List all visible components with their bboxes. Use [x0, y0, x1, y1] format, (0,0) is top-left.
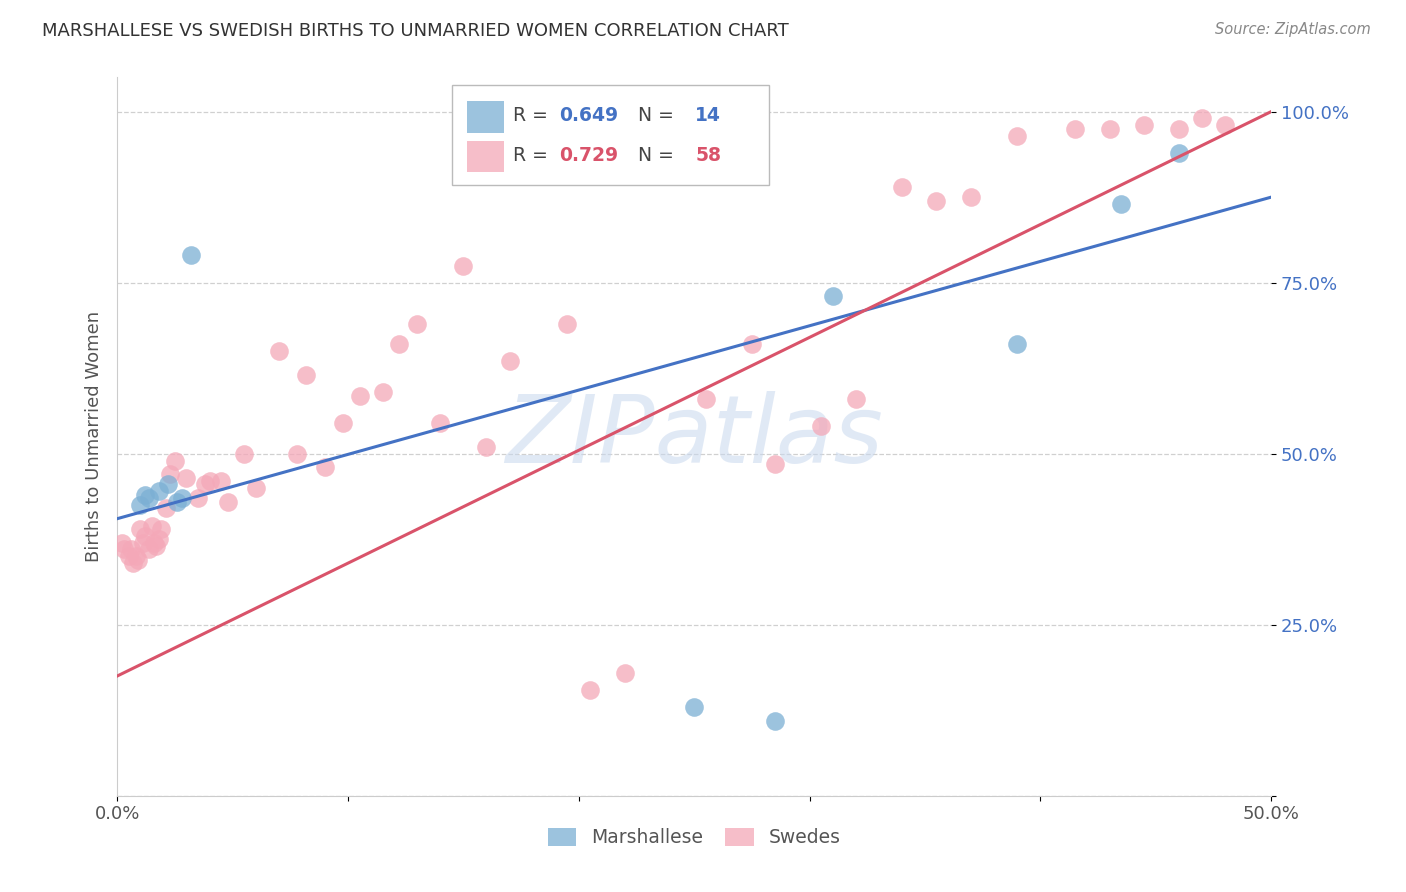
Marshallese [129, 498, 152, 512]
Swedes [194, 477, 217, 491]
Swedes [143, 535, 166, 549]
Text: 0.729: 0.729 [560, 145, 619, 164]
Marshallese [1005, 337, 1028, 351]
Swedes [163, 453, 186, 467]
Swedes [332, 416, 354, 430]
Marshallese [683, 699, 706, 714]
Swedes [845, 392, 868, 406]
Swedes [763, 457, 786, 471]
Swedes [314, 460, 336, 475]
Swedes [579, 682, 602, 697]
Marshallese [138, 491, 160, 505]
Swedes [555, 317, 578, 331]
Swedes [129, 522, 152, 536]
Swedes [148, 533, 170, 547]
Swedes [267, 344, 290, 359]
Swedes [176, 470, 198, 484]
Marshallese [1109, 197, 1132, 211]
Swedes [429, 416, 451, 430]
Swedes [145, 539, 167, 553]
Swedes [118, 549, 141, 564]
Swedes [217, 494, 239, 508]
Swedes [1133, 119, 1156, 133]
Swedes [960, 190, 983, 204]
Marshallese [156, 477, 179, 491]
Swedes [498, 354, 520, 368]
Legend: Marshallese, Swedes: Marshallese, Swedes [540, 821, 848, 855]
Swedes [187, 491, 209, 505]
Swedes [209, 474, 232, 488]
Marshallese [180, 248, 202, 262]
Marshallese [763, 714, 786, 728]
Swedes [112, 542, 135, 557]
Swedes [134, 529, 156, 543]
Swedes [1191, 112, 1213, 126]
Swedes [138, 542, 160, 557]
Text: MARSHALLESE VS SWEDISH BIRTHS TO UNMARRIED WOMEN CORRELATION CHART: MARSHALLESE VS SWEDISH BIRTHS TO UNMARRI… [42, 22, 789, 40]
Text: R =: R = [513, 106, 554, 125]
Swedes [245, 481, 267, 495]
FancyBboxPatch shape [467, 141, 503, 172]
Swedes [810, 419, 832, 434]
Marshallese [166, 494, 188, 508]
Marshallese [148, 484, 170, 499]
Swedes [695, 392, 717, 406]
Text: 14: 14 [696, 106, 721, 125]
Swedes [159, 467, 181, 482]
Swedes [1167, 121, 1189, 136]
Swedes [1005, 128, 1028, 143]
Swedes [890, 180, 912, 194]
Text: 0.649: 0.649 [560, 106, 619, 125]
Swedes [453, 259, 475, 273]
Swedes [233, 447, 256, 461]
Swedes [475, 440, 498, 454]
Swedes [406, 317, 429, 331]
Y-axis label: Births to Unmarried Women: Births to Unmarried Women [86, 311, 103, 562]
Swedes [925, 194, 948, 208]
Swedes [371, 385, 394, 400]
Text: Source: ZipAtlas.com: Source: ZipAtlas.com [1215, 22, 1371, 37]
Swedes [150, 522, 173, 536]
Swedes [388, 337, 411, 351]
Swedes [124, 549, 146, 564]
Swedes [111, 535, 134, 549]
Swedes [741, 337, 763, 351]
Swedes [131, 535, 153, 549]
Swedes [122, 556, 145, 570]
Swedes [198, 474, 221, 488]
Swedes [295, 368, 318, 382]
Marshallese [821, 289, 844, 303]
Swedes [1064, 121, 1087, 136]
Swedes [127, 553, 149, 567]
Text: 58: 58 [696, 145, 721, 164]
Swedes [141, 518, 163, 533]
Swedes [613, 665, 636, 680]
FancyBboxPatch shape [467, 101, 503, 133]
Text: N =: N = [626, 106, 681, 125]
Marshallese [1167, 145, 1189, 160]
Text: ZIPatlas: ZIPatlas [505, 391, 883, 482]
Swedes [349, 388, 371, 402]
Swedes [155, 501, 177, 516]
Swedes [120, 542, 142, 557]
Swedes [1213, 119, 1236, 133]
Text: R =: R = [513, 145, 554, 164]
Swedes [1098, 121, 1121, 136]
FancyBboxPatch shape [451, 85, 769, 186]
Marshallese [134, 488, 156, 502]
Text: N =: N = [626, 145, 681, 164]
Marshallese [170, 491, 193, 505]
Swedes [285, 447, 308, 461]
